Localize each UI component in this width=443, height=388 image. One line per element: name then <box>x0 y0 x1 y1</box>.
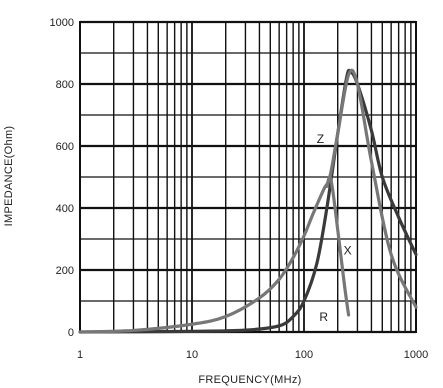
x-tick-label: 100 <box>295 349 313 361</box>
x-tick-label: 10 <box>186 349 198 361</box>
x-axis-label: FREQUENCY(MHz) <box>198 374 301 386</box>
y-tick-label: 800 <box>56 79 74 91</box>
series-label-z: Z <box>317 132 324 146</box>
plot-frame <box>79 21 417 333</box>
x-tick-label: 1000 <box>404 349 428 361</box>
chart-grid <box>79 20 417 334</box>
series-line-x <box>325 175 351 317</box>
y-tick-label: 600 <box>56 141 74 153</box>
y-tick-label: 200 <box>56 265 74 277</box>
series-line-r <box>78 68 418 334</box>
y-axis-label: IMPEDANCE(Ohm) <box>3 126 15 227</box>
y-tick-label: 400 <box>56 203 74 215</box>
chart-ticks: 1 10 100 1000 0 200 400 600 800 1000 <box>50 17 429 361</box>
series-label-r: R <box>319 310 328 324</box>
chart-series-labels: Z X R <box>317 132 352 324</box>
series-label-x: X <box>344 244 352 258</box>
chart-series <box>78 68 418 334</box>
y-tick-label: 0 <box>68 327 74 339</box>
y-tick-label: 1000 <box>50 17 74 29</box>
x-tick-label: 1 <box>77 349 83 361</box>
series-line-z <box>78 68 418 334</box>
